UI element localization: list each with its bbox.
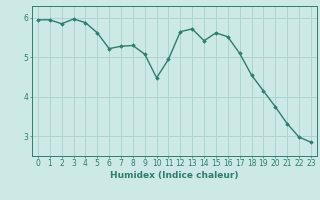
X-axis label: Humidex (Indice chaleur): Humidex (Indice chaleur) — [110, 171, 239, 180]
